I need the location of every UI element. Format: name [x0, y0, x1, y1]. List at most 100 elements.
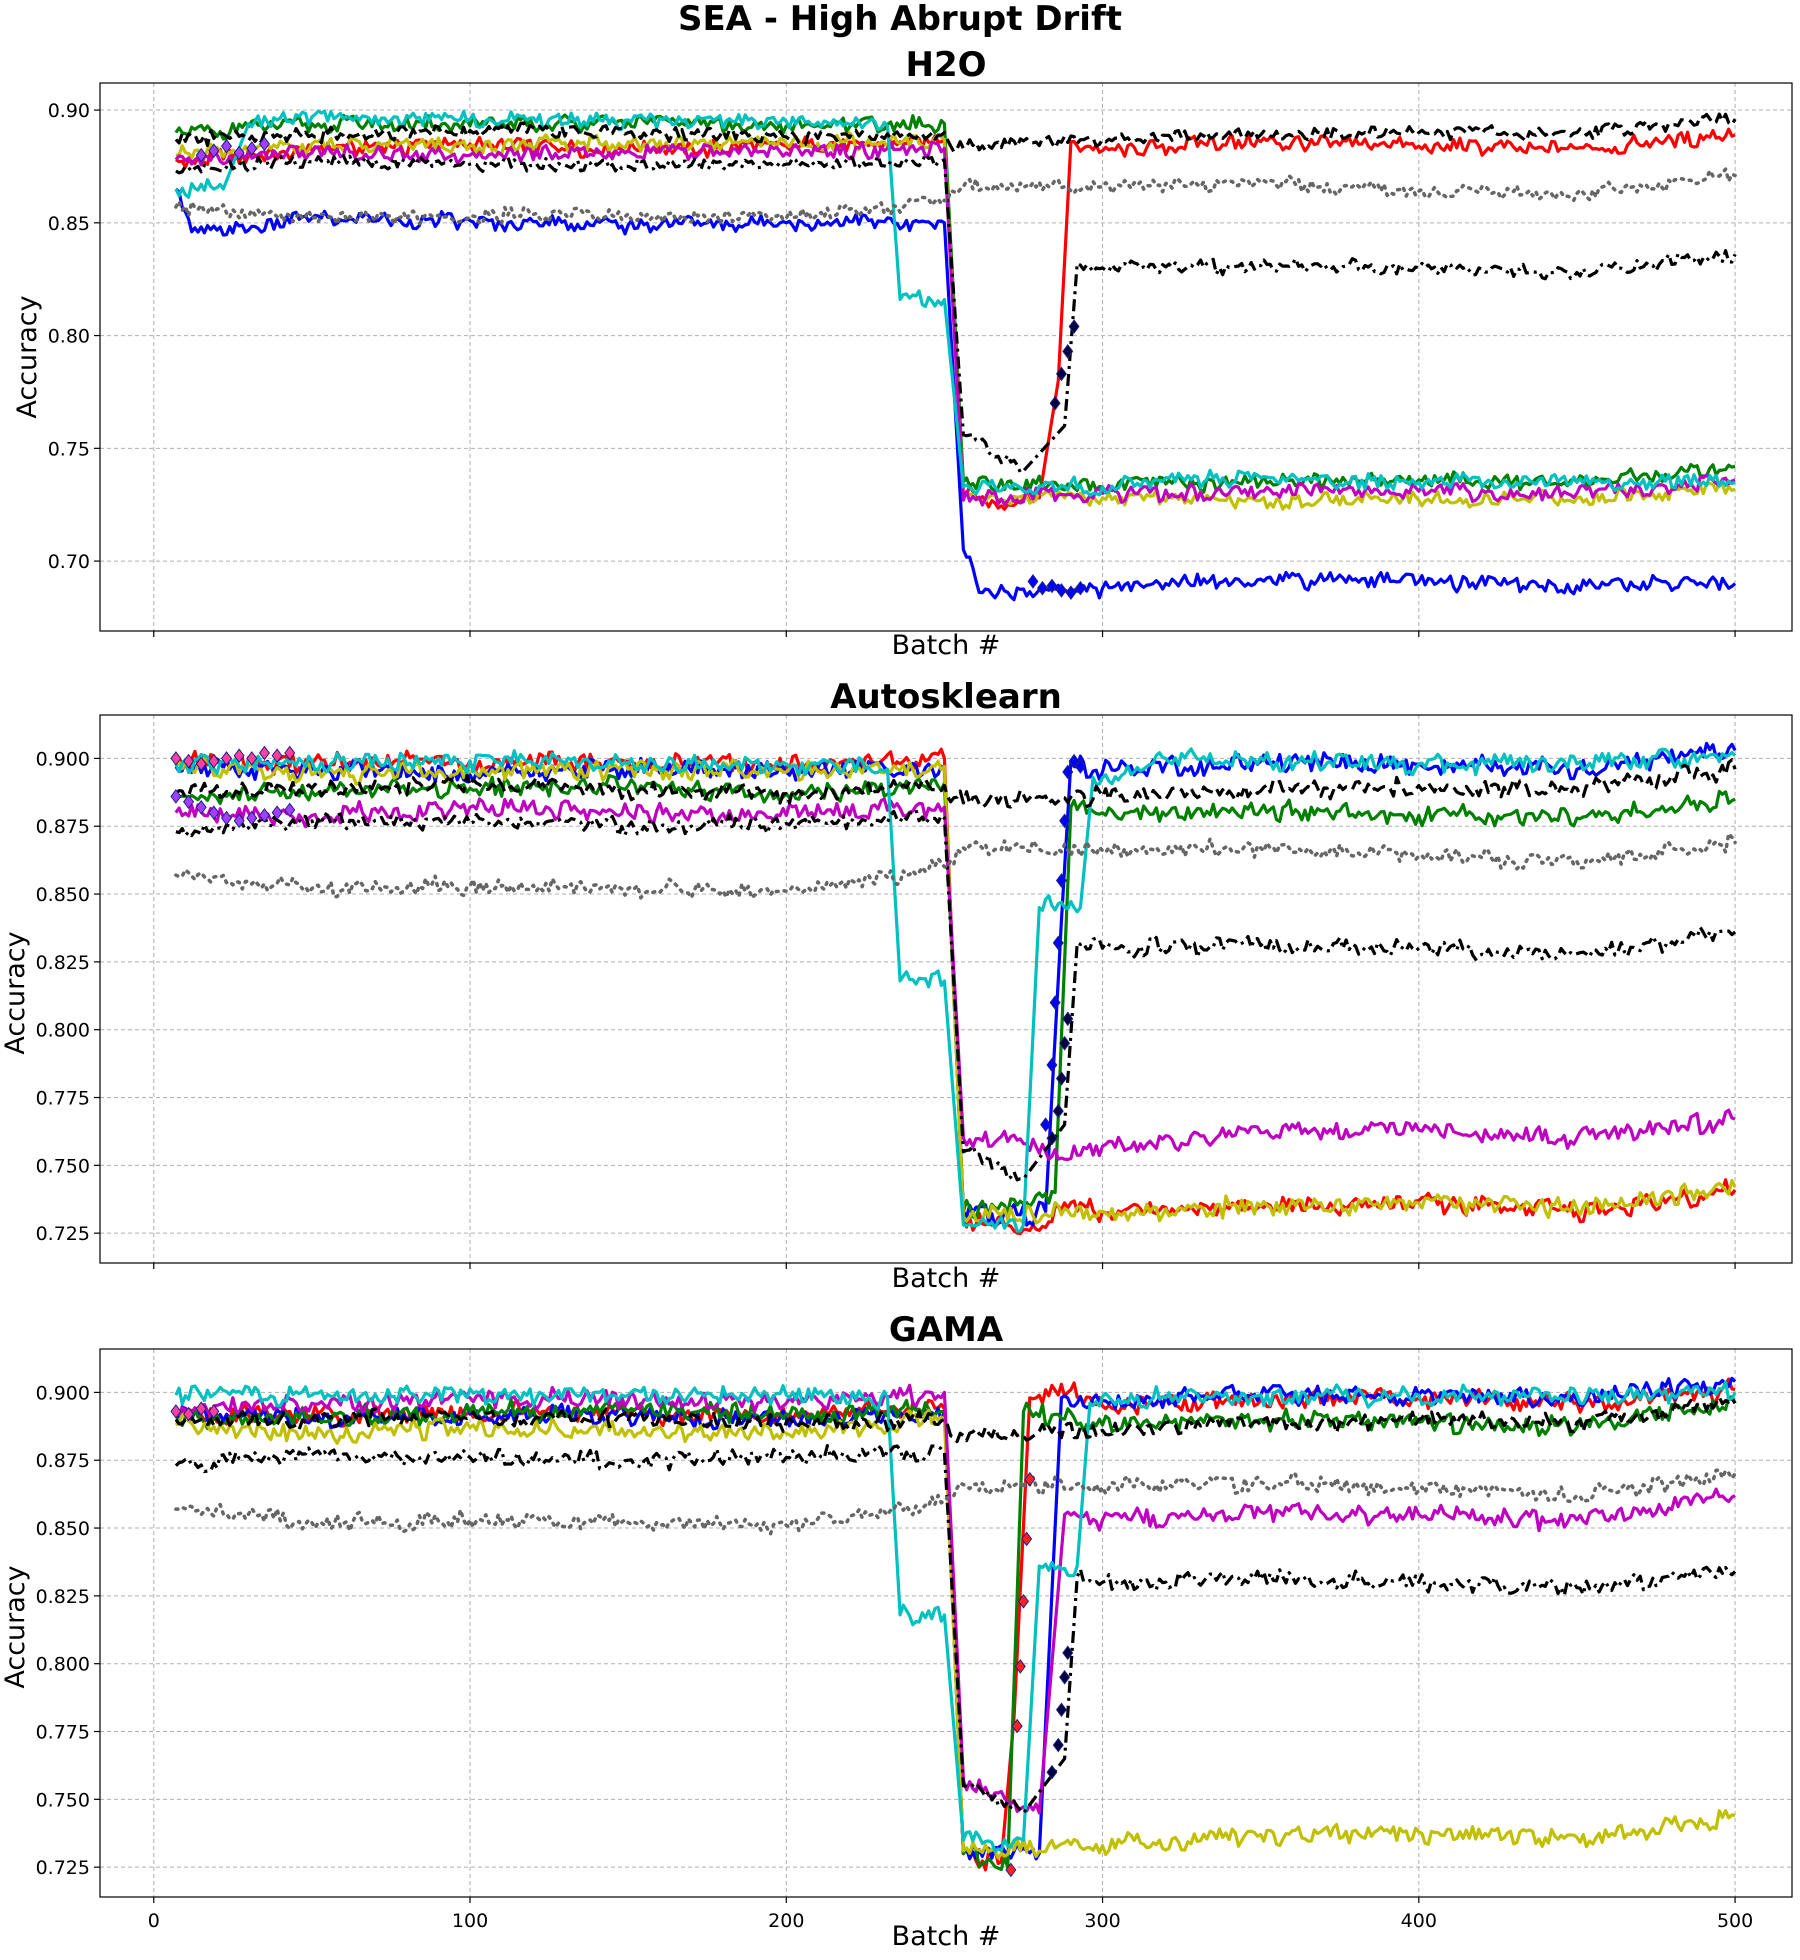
y-axis-label-autosklearn: Accuracy [0, 931, 31, 1054]
marker-point [170, 1404, 182, 1419]
y-tick-label: 0.725 [36, 1223, 90, 1245]
marker-point [1046, 578, 1058, 594]
marker-point [170, 751, 182, 766]
x-tick-label: 200 [768, 1910, 804, 1932]
x-axis-label-h2o: Batch # [892, 630, 1001, 661]
y-tick-label: 0.75 [48, 438, 90, 460]
marker-point [246, 141, 258, 156]
y-tick-label: 0.850 [36, 1518, 90, 1540]
marker-point [208, 1404, 220, 1419]
marker-point [1062, 1645, 1074, 1661]
y-axis-label-h2o: Accuracy [12, 295, 43, 418]
y-tick-label: 0.750 [36, 1155, 90, 1177]
series-line-gama-9 [174, 1468, 1737, 1536]
panel-title-gama: GAMA [889, 1310, 1004, 1350]
marker-point [1021, 1531, 1033, 1547]
series-line-gama-5 [174, 1383, 1736, 1815]
marker-point [1052, 935, 1064, 951]
series-line-h2o-7 [174, 112, 1737, 154]
marker-point [246, 751, 258, 766]
marker-point [1005, 1862, 1017, 1878]
marker-point [1068, 753, 1080, 769]
y-tick-label: 0.900 [36, 748, 90, 770]
x-axis-label-gama: Batch # [892, 1921, 1001, 1952]
y-tick-label: 0.775 [36, 1722, 90, 1744]
y-tick-label: 0.725 [36, 1857, 90, 1879]
marker-point [1059, 1035, 1071, 1051]
marker-point [208, 805, 220, 820]
y-tick-label: 0.875 [36, 816, 90, 838]
y-axis-label-gama: Accuracy [0, 1565, 31, 1688]
marker-point [195, 1401, 207, 1417]
marker-point [1074, 759, 1086, 774]
marker-point [1068, 319, 1080, 334]
marker-point [1040, 1117, 1052, 1132]
marker-point [221, 138, 233, 154]
marker-point [208, 753, 220, 769]
marker-point [258, 808, 270, 823]
series-line-h2o-4 [175, 131, 1736, 511]
marker-point [195, 756, 207, 772]
marker-point [1046, 1057, 1058, 1073]
y-tick-label: 0.85 [48, 213, 90, 235]
panel-gama: GAMA 0.725 0.750 0.775 0.800 0.825 0.850 0.875… [0, 1310, 1793, 1952]
panel-h2o: H2O 0.70 0.75 0.80 0.85 0.90 Batch # Accurac… [12, 45, 1793, 661]
marker-point [1024, 1471, 1036, 1487]
x-axis-label-autosklearn: Batch # [892, 1263, 1001, 1294]
y-tick-label: 0.850 [36, 884, 90, 906]
series-line-h2o-9 [174, 167, 1737, 227]
panel-autosklearn: Autosklearn 0.725 0.750 0.775 0.800 0.825 0.8… [0, 677, 1793, 1294]
marker-point [195, 147, 207, 163]
marker-point [258, 745, 270, 761]
marker-point [1027, 574, 1039, 589]
y-tick-label: 0.825 [36, 952, 90, 974]
marker-point [271, 805, 283, 820]
marker-point [1011, 1718, 1023, 1734]
axes-frame [99, 82, 1793, 632]
marker-point [258, 136, 270, 152]
y-tick-label: 0.775 [36, 1088, 90, 1110]
marker-point [183, 794, 195, 810]
marker-point [1065, 585, 1077, 600]
marker-point [1059, 813, 1071, 829]
marker-point [284, 745, 296, 761]
marker-point [183, 1406, 195, 1422]
marker-point [1062, 1011, 1074, 1027]
marker-point [1049, 995, 1061, 1010]
series-line-autosklearn-8 [175, 808, 1737, 1182]
marker-point [284, 802, 296, 818]
panel-title-h2o: H2O [905, 45, 986, 85]
panel-title-autosklearn: Autosklearn [830, 677, 1062, 717]
y-tick-label: 0.800 [36, 1020, 90, 1042]
y-tick-label: 0.900 [36, 1382, 90, 1404]
y-tick-label: 0.80 [48, 326, 90, 348]
series-line-h2o-6 [174, 109, 1736, 497]
marker-point [233, 813, 245, 829]
marker-point [208, 143, 220, 158]
marker-point [1017, 1593, 1029, 1609]
marker-point [1055, 583, 1067, 598]
marker-point [221, 751, 233, 766]
marker-point [195, 799, 207, 815]
marker-point [221, 810, 233, 826]
series-line-h2o-8 [175, 152, 1737, 474]
series-line-autosklearn-9 [174, 831, 1737, 900]
marker-point [1014, 1659, 1026, 1674]
marker-point [1055, 1702, 1067, 1718]
marker-point [271, 748, 283, 764]
series-line-gama-8 [174, 1443, 1737, 1815]
figure-title: SEA - High Abrupt Drift [678, 0, 1122, 39]
marker-point [1059, 1669, 1071, 1685]
axes-frame [99, 714, 1793, 1264]
marker-point [1052, 1737, 1064, 1753]
marker-point [1052, 1103, 1064, 1119]
marker-point [1062, 344, 1074, 359]
series-line-autosklearn-6 [174, 747, 1737, 1233]
y-tick-label: 0.750 [36, 1789, 90, 1811]
x-tick-label: 300 [1084, 1910, 1120, 1932]
y-tick-label: 0.70 [48, 551, 90, 573]
marker-point [1055, 1071, 1067, 1086]
marker-point [183, 753, 195, 769]
marker-point [233, 145, 245, 161]
